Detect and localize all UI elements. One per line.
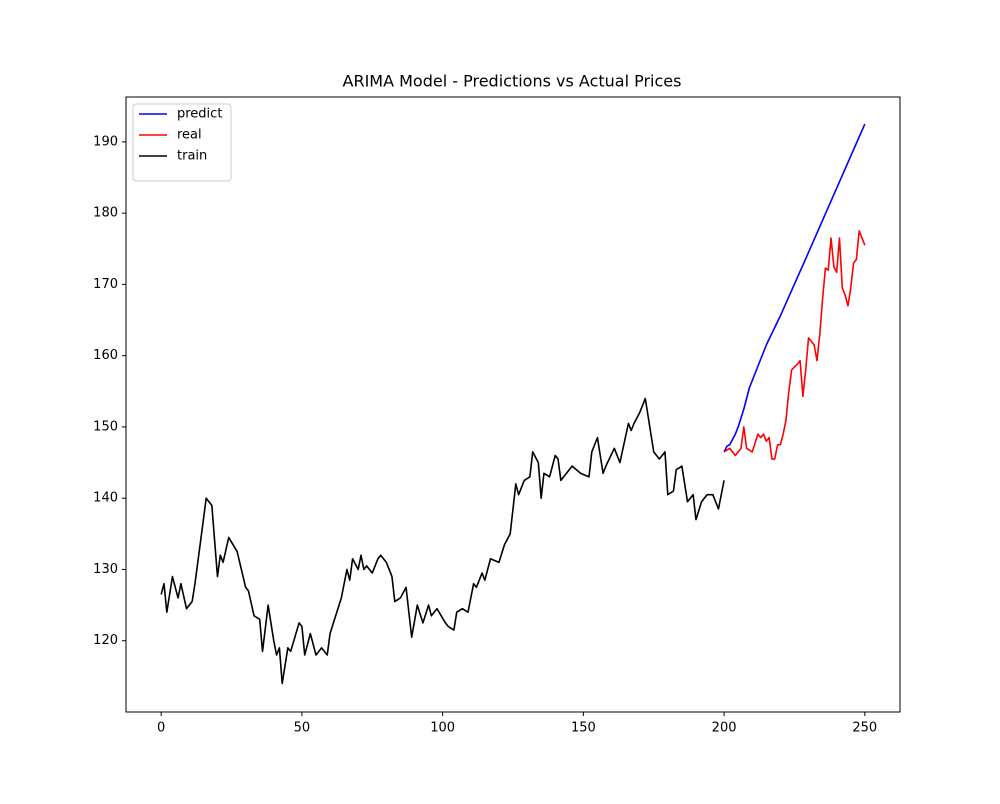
legend-label: real [177,128,202,143]
series-line [160,397,725,685]
x-tick-label: 250 [852,721,877,736]
x-tick-label: 50 [294,721,311,736]
y-tick-label: 180 [93,206,118,221]
x-tick-label: 150 [571,721,596,736]
y-tick-label: 120 [93,633,118,648]
series-line [723,230,866,460]
y-tick-label: 130 [93,562,118,577]
plot-frame [125,96,901,713]
series-line [723,123,866,453]
legend-box [132,103,232,182]
x-tick-label: 0 [157,721,165,736]
y-tick-label: 190 [93,134,118,149]
y-tick-label: 150 [93,419,118,434]
y-tick-label: 160 [93,348,118,363]
legend-label: predict [177,107,222,122]
x-tick-label: 100 [430,721,455,736]
legend-label: train [177,149,207,164]
chart-title: ARIMA Model - Predictions vs Actual Pric… [343,72,682,91]
y-tick-label: 140 [93,491,118,506]
x-tick-label: 200 [712,721,737,736]
legend: predict real train [132,103,232,182]
y-tick-label: 170 [93,277,118,292]
